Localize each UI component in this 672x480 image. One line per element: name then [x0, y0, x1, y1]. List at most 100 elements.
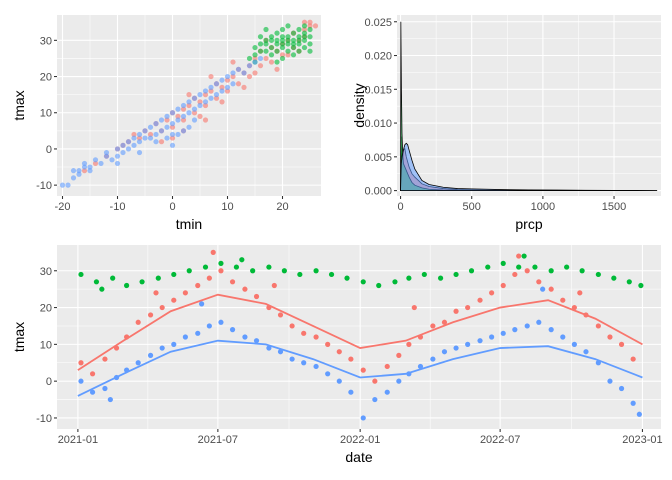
- scatter-series-2-point: [92, 157, 99, 163]
- timeseries-y-tick-label: 10: [40, 339, 52, 351]
- timeseries-series-2-point: [360, 415, 366, 421]
- scatter-series-0-point: [169, 124, 176, 130]
- timeseries-series-0-point: [548, 286, 554, 292]
- scatter-series-2-point: [235, 66, 242, 72]
- timeseries-series-0-point: [159, 304, 165, 311]
- scatter-series-2-point: [87, 164, 93, 170]
- timeseries-series-2-point: [171, 341, 177, 347]
- scatter-series-0-point: [197, 113, 203, 119]
- scatter-x-tick-label: 0: [169, 201, 175, 213]
- scatter-series-0-point: [219, 99, 225, 105]
- timeseries-series-0-point: [516, 253, 522, 259]
- scatter-series-1-point: [301, 30, 308, 36]
- scatter-series-0-point: [301, 26, 308, 33]
- timeseries-series-0-point: [465, 304, 471, 311]
- density-x-tick-label: 1500: [602, 201, 626, 213]
- scatter-series-1-point: [274, 30, 280, 36]
- scatter-series-1-point: [307, 34, 313, 40]
- density-x-tick-label: 1000: [531, 201, 555, 213]
- scatter-series-0-point: [307, 19, 313, 25]
- timeseries-series-0-point: [301, 330, 307, 336]
- timeseries-series-2-point: [301, 360, 307, 366]
- timeseries-series-2-point: [348, 389, 354, 395]
- density-y-tick-label: 0.005: [364, 152, 392, 164]
- timeseries-series-2-point: [102, 385, 108, 392]
- scatter-y-tick-label: 30: [40, 35, 52, 47]
- scatter-x-tick-label: -20: [55, 201, 71, 213]
- timeseries-series-1-point: [595, 271, 601, 278]
- scatter-series-2-point: [219, 77, 225, 83]
- scatter-series-1-point: [252, 52, 258, 58]
- timeseries-series-1-point: [500, 260, 506, 266]
- timeseries-series-0-point: [595, 323, 601, 329]
- scatter-series-1-point: [296, 41, 302, 47]
- timeseries-series-0-point: [512, 271, 518, 278]
- timeseries-series-2-point: [500, 330, 506, 336]
- timeseries-series-0-point: [372, 378, 378, 384]
- timeseries-x-tick-label: 2023-01: [622, 434, 662, 446]
- timeseries-series-1-point: [171, 271, 177, 278]
- density-curves: [400, 21, 658, 191]
- scatter-series-0-point: [257, 63, 264, 69]
- scatter-series-2-point: [125, 139, 132, 145]
- timeseries-series-0-point: [441, 319, 448, 325]
- scatter-grid: [57, 15, 321, 196]
- timeseries-x-tick-label: 2022-07: [480, 434, 520, 446]
- timeseries-series-0-point: [560, 297, 566, 303]
- scatter-series-2-point: [131, 135, 137, 141]
- timeseries-series-0-point: [607, 334, 613, 340]
- scatter-series-1-point: [279, 41, 286, 47]
- scatter-series-1-point: [296, 37, 302, 43]
- timeseries-series-1-point: [78, 271, 84, 278]
- scatter-series-2-point: [70, 175, 77, 181]
- timeseries-series-0-point: [477, 297, 483, 303]
- timeseries-series-1-point: [564, 264, 570, 270]
- scatter-series-2-point: [125, 146, 132, 152]
- scatter-x-tick-label: 20: [276, 201, 288, 213]
- scatter-series-2-point: [202, 99, 209, 105]
- scatter-series-1-point: [279, 55, 286, 62]
- scatter-x-tick-label: 10: [221, 201, 233, 213]
- scatter-series-2-point: [219, 88, 225, 94]
- scatter-series-2-point: [213, 81, 220, 87]
- scatter-series-2-point: [224, 84, 231, 90]
- scatter-y-tick-label: 10: [40, 108, 52, 120]
- timeseries-series-1-point: [99, 286, 105, 292]
- scatter-series-1-point: [290, 37, 297, 43]
- scatter-x-axis-title: tmin: [176, 216, 202, 232]
- timeseries-series-1-point: [297, 271, 303, 278]
- scatter-series-2-point: [175, 117, 181, 123]
- timeseries-series-0-point: [229, 279, 236, 285]
- scatter-series-2-point: [241, 70, 247, 76]
- density-x-axis-title: prcp: [515, 216, 542, 232]
- timeseries-series-1-point: [313, 268, 319, 274]
- scatter-series-2-point: [81, 164, 88, 170]
- timeseries-series-1-point: [392, 279, 398, 285]
- scatter-series-1-point: [279, 26, 286, 33]
- timeseries-series-2-point: [512, 327, 518, 333]
- scatter-series-2-point: [180, 113, 187, 119]
- timeseries-series-0-point: [618, 341, 625, 347]
- timeseries-series-2-point: [465, 341, 471, 347]
- scatter-series-2-point: [175, 131, 181, 138]
- scatter-series-0-point: [230, 59, 236, 65]
- timeseries-series-0-point: [195, 282, 201, 289]
- scatter-series-2-point: [186, 99, 192, 105]
- scatter-series-1-point: [279, 44, 286, 51]
- scatter-series-1-point: [274, 48, 280, 54]
- timeseries-series-1-point: [139, 279, 145, 285]
- scatter-series-0-point: [158, 139, 165, 145]
- scatter-series-0-point: [92, 160, 99, 167]
- scatter-points: [59, 19, 319, 188]
- scatter-series-2-point: [142, 135, 148, 141]
- scatter-series-0-point: [164, 117, 170, 123]
- timeseries-series-0-point: [524, 268, 530, 274]
- timeseries-series-1-point: [266, 264, 272, 270]
- timeseries-series-1-point: [110, 275, 116, 281]
- scatter-series-0-point: [175, 113, 181, 119]
- scatter-series-1-point: [268, 52, 275, 58]
- scatter-y-tick-label: 0: [46, 144, 52, 156]
- scatter-series-2-point: [59, 182, 66, 188]
- timeseries-series-2-point: [147, 352, 154, 358]
- scatter-series-1-point: [274, 59, 280, 65]
